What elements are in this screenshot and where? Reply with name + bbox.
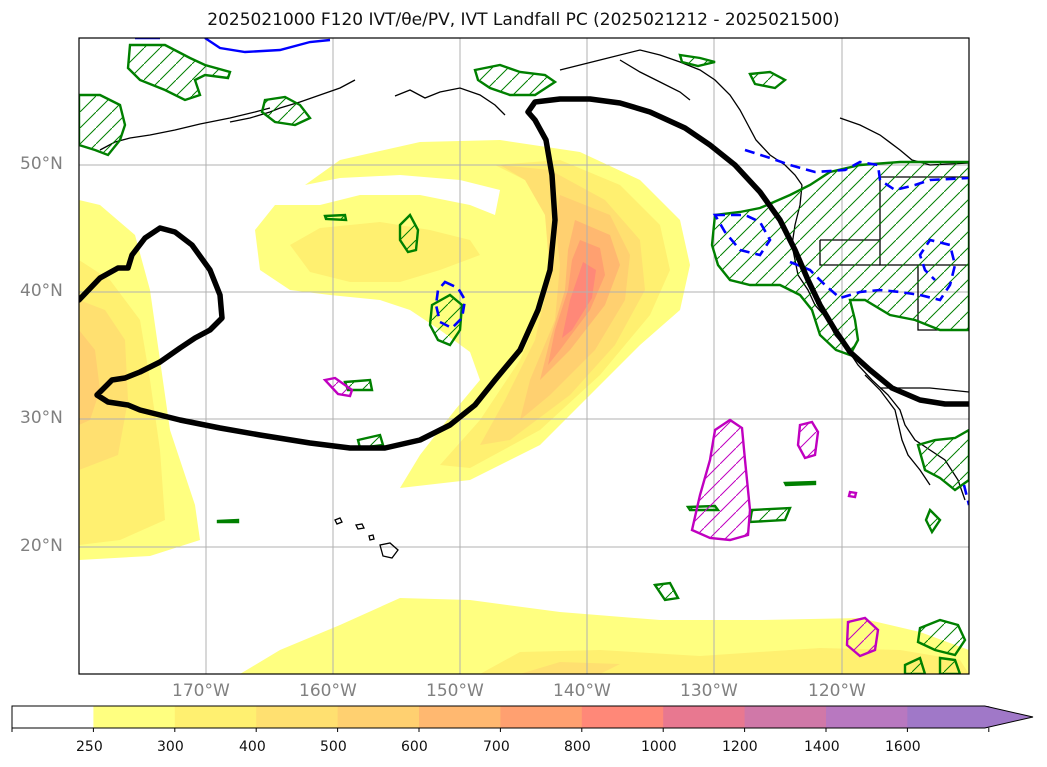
colorbar-segment	[744, 706, 827, 728]
colorbar-tick-label: 1000	[641, 739, 677, 755]
ivt-shading	[79, 140, 969, 674]
colorbar-tick-label: 1600	[885, 739, 921, 755]
colorbar-segment	[256, 706, 339, 728]
lon-label: 140°W	[553, 681, 611, 701]
colorbar-segment	[337, 706, 420, 728]
pv-positive-regions	[322, 376, 880, 658]
colorbar-outline	[11, 705, 1034, 729]
lat-label: 20°N	[20, 536, 63, 556]
colorbar-extend-arrow	[907, 706, 1033, 728]
colorbar-tick-label: 300	[157, 739, 184, 755]
colorbar-segment	[826, 706, 908, 728]
colorbar-segment	[93, 706, 176, 728]
colorbar-tick-label: 800	[564, 739, 591, 755]
colorbar-tick-label: 500	[320, 739, 347, 755]
lon-label: 130°W	[680, 681, 738, 701]
ivt-500-west	[79, 330, 100, 425]
colorbar-tick-label: 400	[239, 739, 266, 755]
colorbar-tick-label: 600	[401, 739, 428, 755]
colorbar-tick-label: 1200	[722, 739, 758, 755]
colorbar-segment	[12, 706, 94, 728]
ivt-300-central	[290, 222, 480, 282]
colorbar-tick-label: 250	[76, 739, 103, 755]
ivt-400-south	[520, 662, 620, 674]
lon-label: 170°W	[172, 681, 230, 701]
colorbar-tick-label: 700	[483, 739, 510, 755]
colorbar-segment	[581, 706, 664, 728]
ivt-landfall-contour	[79, 96, 969, 451]
lon-label: 160°W	[299, 681, 357, 701]
map-title: 2025021000 F120 IVT/θe/PV, IVT Landfall …	[207, 10, 840, 30]
lat-label: 50°N	[20, 154, 63, 174]
lat-label: 30°N	[20, 408, 63, 428]
lat-label: 40°N	[20, 281, 63, 301]
pv-negative-contours	[135, 38, 969, 506]
colorbar-segment	[500, 706, 583, 728]
colorbar-segment	[174, 706, 257, 728]
lon-label: 150°W	[426, 681, 484, 701]
graticule	[79, 38, 969, 674]
map-frame	[78, 37, 970, 675]
colorbar-segment	[663, 706, 746, 728]
colorbar-tick-label: 1400	[804, 739, 840, 755]
colorbar	[11, 705, 1034, 732]
lon-label: 120°W	[808, 681, 866, 701]
colorbar-segment	[419, 706, 501, 728]
